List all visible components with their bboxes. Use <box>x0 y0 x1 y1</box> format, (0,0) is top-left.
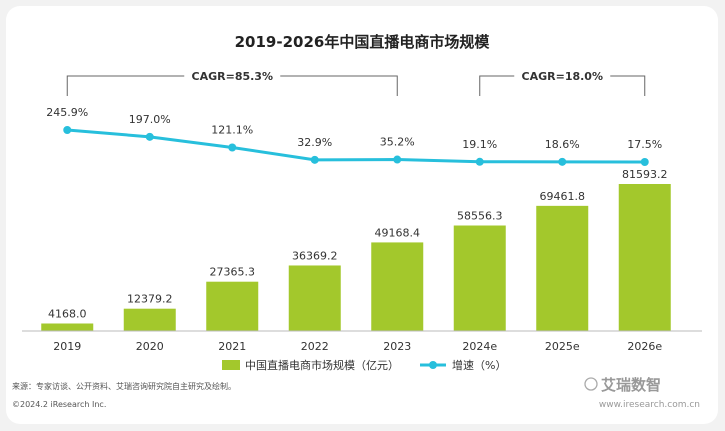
cagr-bracket-line <box>66 75 398 96</box>
bar-value-label: 36369.2 <box>292 249 338 262</box>
bar <box>41 323 94 331</box>
x-tick-label: 2019 <box>53 340 81 353</box>
bar-value-label: 81593.2 <box>622 168 668 181</box>
growth-line-series: 245.9% 197.0% 121.1% 32.9% 35.2% 19.1% 18.6% 17… <box>46 106 662 166</box>
legend-bar-label: 中国直播电商市场规模（亿元） <box>245 358 399 372</box>
growth-point <box>393 155 402 164</box>
bar <box>371 242 424 331</box>
x-tick-label: 2020 <box>136 340 164 353</box>
growth-point <box>228 143 237 152</box>
cagr-bracket: CAGR=18.0% <box>479 70 646 96</box>
x-tick-label: 2021 <box>218 340 246 353</box>
x-tick-label: 2026e <box>627 340 662 353</box>
legend: 中国直播电商市场规模（亿元） 增速（%） <box>222 358 506 372</box>
growth-point <box>63 126 72 134</box>
x-tick-label: 2024e <box>462 340 497 353</box>
source-note: 来源：专家访谈、公开资料、艾瑞咨询研究院自主研究及绘制。 <box>12 381 236 391</box>
cagr-label: CAGR=85.3% <box>192 70 273 83</box>
x-tick-label: 2023 <box>383 340 411 353</box>
legend-bar-swatch <box>222 360 240 370</box>
growth-value-label: 19.1% <box>462 138 497 151</box>
growth-value-label: 245.9% <box>46 106 88 119</box>
bar <box>618 184 671 331</box>
watermark: 艾瑞数智 <box>584 376 661 394</box>
growth-value-label: 32.9% <box>297 136 332 149</box>
bar-value-label: 58556.3 <box>457 210 503 223</box>
bar-value-label: 69461.8 <box>540 190 586 203</box>
growth-point <box>640 158 649 166</box>
x-tick-label: 2022 <box>301 340 329 353</box>
cagr-bracket-line <box>479 75 646 96</box>
cagr-annotations: CAGR=85.3% CAGR=18.0% <box>66 70 646 96</box>
site-url: www.iresearch.com.cn <box>599 400 700 410</box>
bar-value-label: 12379.2 <box>127 293 173 306</box>
bar-value-label: 27365.3 <box>210 266 256 279</box>
watermark-icon <box>584 377 598 391</box>
growth-value-label: 17.5% <box>627 138 662 151</box>
growth-point <box>475 157 484 166</box>
growth-value-label: 35.2% <box>380 136 415 149</box>
x-axis-ticks: 2019 2020 2021 2022 2023 2024e 2025e 2026e <box>53 340 662 353</box>
cagr-bracket: CAGR=85.3% <box>66 70 398 96</box>
legend-line-label: 增速（%） <box>452 358 506 372</box>
bar-series: 4168.0 12379.2 27365.3 36369.2 49168.4 58556.… <box>41 168 671 331</box>
x-tick-label: 2025e <box>545 340 580 353</box>
growth-line <box>67 128 645 164</box>
growth-value-label: 18.6% <box>545 138 580 151</box>
growth-value-label: 121.1% <box>211 123 253 136</box>
growth-point <box>558 157 567 166</box>
legend-line-marker <box>429 361 437 369</box>
bar <box>123 308 176 331</box>
bar-value-label: 4168.0 <box>48 307 87 320</box>
cagr-label: CAGR=18.0% <box>522 70 603 83</box>
growth-point <box>145 132 154 141</box>
bar-value-label: 49168.4 <box>375 226 421 239</box>
growth-value-label: 197.0% <box>129 113 171 126</box>
bar <box>453 225 506 331</box>
watermark-text: 艾瑞数智 <box>601 376 661 394</box>
growth-point <box>310 155 319 164</box>
chart-title: 2019-2026年中国直播电商市场规模 <box>235 33 491 51</box>
bar <box>206 281 259 331</box>
bar <box>288 265 341 331</box>
copyright: ©2024.2 iResearch Inc. <box>12 400 106 409</box>
bar <box>536 205 589 331</box>
